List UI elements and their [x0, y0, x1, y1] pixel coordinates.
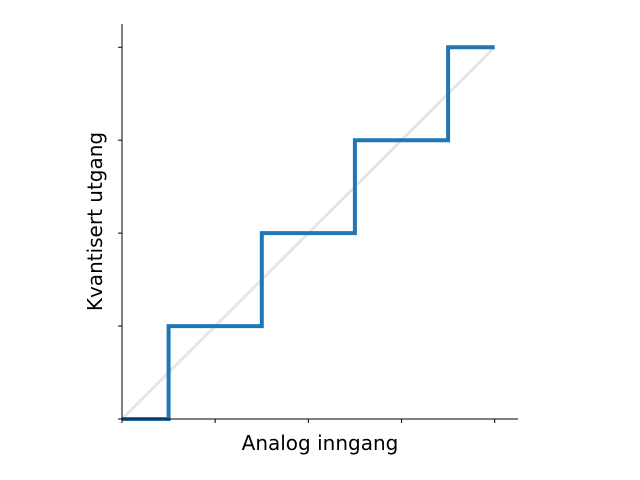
y-axis-label: Kvantisert utgang	[83, 132, 107, 311]
axes	[118, 24, 518, 423]
plot-area	[120, 45, 496, 421]
y-axis-ticks	[118, 46, 122, 420]
x-axis-ticks	[121, 419, 496, 423]
x-axis-label: Analog inngang	[242, 431, 399, 455]
quantized-step-line	[122, 45, 495, 421]
